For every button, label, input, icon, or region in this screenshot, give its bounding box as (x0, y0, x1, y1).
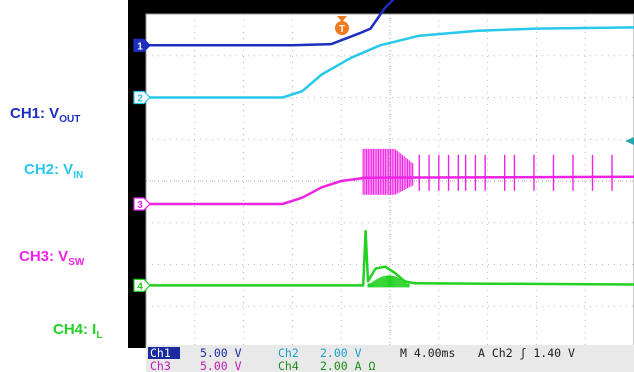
screen-bezel-left (128, 0, 146, 348)
switching-ripple-texture (362, 148, 613, 288)
trigger-position-marker: T (335, 16, 349, 35)
ch1-label-main: CH1: V (10, 105, 60, 122)
ch3-marker: 3 (133, 197, 151, 211)
ch1-label-sub: OUT (59, 114, 81, 125)
trigger-marker-text: T (339, 24, 345, 35)
ch3-label: CH3: VSW (19, 248, 85, 268)
ch3-label-main: CH3: V (19, 248, 69, 265)
ch1-label: CH1: VOUT (10, 105, 81, 125)
ch4-marker-number: 4 (137, 281, 143, 292)
trigger-level-arrow-icon (625, 137, 634, 145)
status-trigger-info: A Ch2 ʃ 1.40 V (478, 346, 575, 360)
ch1-status-highlight (148, 347, 180, 359)
ch4-label-main: CH4: I (53, 321, 97, 338)
ch4-marker: 4 (133, 278, 151, 292)
ch3-label-sub: SW (68, 257, 85, 268)
status-ch1-name: Ch1 (150, 346, 171, 360)
trace-ch2 (146, 26, 634, 99)
traces-group (146, 0, 634, 288)
ch4-label-sub: L (96, 330, 103, 341)
ch2-marker-number: 2 (137, 94, 143, 105)
ch2-label-main: CH2: V (24, 161, 74, 178)
channel-markers-group: 1 2 3 4 (133, 38, 151, 292)
status-ch4-scale: 2.00 A Ω (320, 359, 375, 372)
status-bar: Ch1 5.00 V Ch2 2.00 V M 4.00ms A Ch2 ʃ 1… (146, 345, 634, 372)
status-ch4-name: Ch4 (278, 359, 299, 372)
ch2-marker: 2 (133, 90, 151, 105)
trace-ch4 (146, 229, 634, 287)
ch3-marker-number: 3 (137, 200, 143, 211)
screen-bezel-top (128, 0, 634, 14)
status-ch2-scale: 2.00 V (320, 346, 362, 360)
trace-ch3 (146, 175, 634, 206)
ch4-label: CH4: IL (53, 321, 103, 341)
trace-ch1 (146, 0, 395, 47)
status-ch3-name: Ch3 (150, 359, 171, 372)
status-ch2-name: Ch2 (278, 346, 299, 360)
ch1-marker: 1 (133, 38, 151, 52)
status-ch3-scale: 5.00 V (200, 359, 242, 372)
ch1-marker-number: 1 (137, 41, 143, 52)
status-timebase: M 4.00ms (400, 346, 455, 360)
ch2-label: CH2: VIN (24, 161, 84, 181)
ch2-label-sub: IN (73, 170, 84, 181)
status-ch1-scale: 5.00 V (200, 346, 242, 360)
